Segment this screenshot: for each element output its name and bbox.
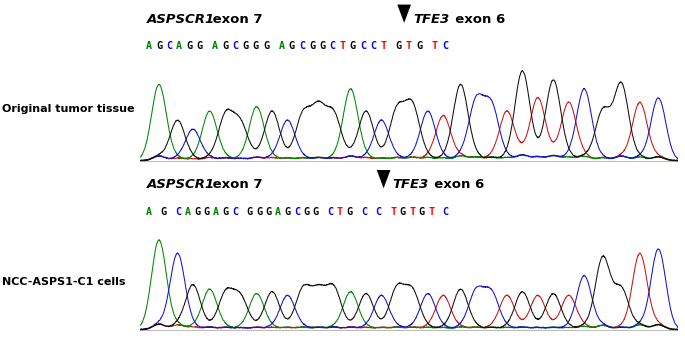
Text: G: G xyxy=(416,42,422,51)
Text: T: T xyxy=(409,207,415,217)
Text: G: G xyxy=(194,207,200,217)
Text: NCC-ASPS1-C1 cells: NCC-ASPS1-C1 cells xyxy=(2,277,125,287)
Text: C: C xyxy=(370,42,376,51)
Text: G: G xyxy=(186,42,192,51)
Text: G: G xyxy=(319,42,325,51)
Text: G: G xyxy=(349,42,356,51)
Text: G: G xyxy=(284,207,290,217)
Text: exon 6: exon 6 xyxy=(446,13,505,26)
Text: G: G xyxy=(197,42,203,51)
Text: T: T xyxy=(390,207,396,217)
Text: A: A xyxy=(146,42,152,51)
Text: C: C xyxy=(375,207,382,217)
Text: G: G xyxy=(223,207,229,217)
Text: G: G xyxy=(247,207,253,217)
Text: exon 7: exon 7 xyxy=(208,178,262,191)
Text: A: A xyxy=(185,207,190,217)
Text: G: G xyxy=(289,42,295,51)
Text: TFE3: TFE3 xyxy=(413,13,449,26)
Text: T: T xyxy=(380,42,386,51)
Text: C: C xyxy=(329,42,336,51)
Text: C: C xyxy=(361,207,367,217)
Text: C: C xyxy=(175,207,182,217)
Text: exon 7: exon 7 xyxy=(208,13,262,26)
Text: G: G xyxy=(253,42,259,51)
Text: A: A xyxy=(279,42,285,51)
Text: G: G xyxy=(347,207,352,217)
Text: ASPSCR1: ASPSCR1 xyxy=(147,13,216,26)
Text: C: C xyxy=(232,207,238,217)
Text: G: G xyxy=(156,42,162,51)
Text: A: A xyxy=(212,42,219,51)
Text: G: G xyxy=(256,207,262,217)
Text: C: C xyxy=(442,42,448,51)
Text: TFE3: TFE3 xyxy=(393,178,429,191)
Text: C: C xyxy=(233,42,238,51)
Text: G: G xyxy=(396,42,402,51)
Text: G: G xyxy=(263,42,269,51)
Text: G: G xyxy=(223,42,228,51)
Text: G: G xyxy=(313,207,319,217)
Text: G: G xyxy=(400,207,406,217)
Text: exon 6: exon 6 xyxy=(425,178,484,191)
Text: T: T xyxy=(432,42,438,51)
Text: T: T xyxy=(406,42,412,51)
Text: C: C xyxy=(294,207,300,217)
Text: Original tumor tissue: Original tumor tissue xyxy=(2,104,134,114)
Text: G: G xyxy=(419,207,425,217)
Text: T: T xyxy=(337,207,343,217)
Text: ASPSCR1: ASPSCR1 xyxy=(147,178,216,191)
Text: A: A xyxy=(213,207,219,217)
Text: G: G xyxy=(266,207,271,217)
Text: G: G xyxy=(242,42,249,51)
Text: T: T xyxy=(340,42,345,51)
Text: A: A xyxy=(176,42,182,51)
Text: A: A xyxy=(275,207,281,217)
Text: G: G xyxy=(160,207,166,217)
Text: G: G xyxy=(203,207,210,217)
Text: T: T xyxy=(428,207,434,217)
Text: C: C xyxy=(327,207,334,217)
Text: C: C xyxy=(166,42,172,51)
Text: C: C xyxy=(443,207,449,217)
Text: A: A xyxy=(146,207,152,217)
Text: C: C xyxy=(299,42,305,51)
Text: C: C xyxy=(360,42,366,51)
Text: G: G xyxy=(309,42,315,51)
Text: G: G xyxy=(303,207,310,217)
